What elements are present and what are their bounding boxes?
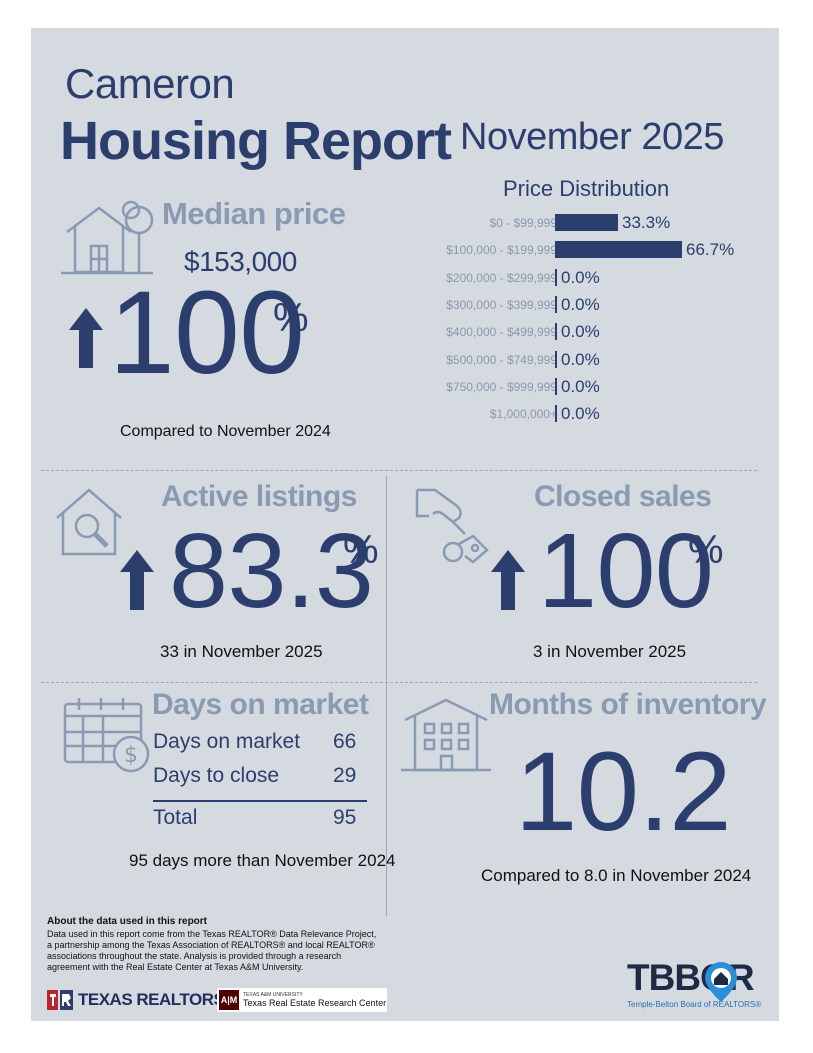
active-listings-change: 83.3 <box>169 512 374 630</box>
price-range-label: $400,000 - $499,999 <box>446 325 557 340</box>
price-pct-label: 0.0% <box>561 322 600 342</box>
closed-sales-note: 3 in November 2025 <box>533 642 687 661</box>
days-on-market-label: Days on market <box>152 688 369 721</box>
price-range-label: $1,000,000+ <box>489 407 557 422</box>
median-price-unit: % <box>273 296 309 340</box>
price-row: $1,000,000+ 0.0% <box>391 403 771 427</box>
price-bar <box>555 214 618 231</box>
price-bar <box>555 241 682 259</box>
dtc-row-value: 29 <box>333 764 357 787</box>
price-pct-label: 0.0% <box>561 376 600 396</box>
divider-vertical <box>386 476 387 916</box>
house-search-icon <box>53 486 125 558</box>
price-row: $400,000 - $499,999 0.0% <box>391 321 771 345</box>
closed-up-arrow-icon <box>491 550 525 610</box>
median-price-change: 100 <box>109 267 305 399</box>
price-bar <box>555 377 557 395</box>
tbbor-pin-icon <box>705 962 737 1002</box>
price-distribution-title: Price Distribution <box>503 176 670 201</box>
tamu-logo: A|M TEXAS A&M UNIVERSITY Texas Real Esta… <box>217 988 387 1012</box>
price-row: $200,000 - $299,999 0.0% <box>391 267 771 291</box>
total-rule <box>153 800 367 802</box>
city-name: Cameron <box>65 60 235 107</box>
days-on-market-note: 95 days more than November 2024 <box>129 851 396 870</box>
price-pct-label: 66.7% <box>686 240 735 260</box>
dom-row-label: Days on market <box>153 730 301 753</box>
price-range-label: $750,000 - $999,999 <box>446 379 557 394</box>
price-bar <box>555 323 557 341</box>
active-listings-note: 33 in November 2025 <box>160 642 323 661</box>
divider-middle <box>41 682 757 683</box>
report-title: Housing Report <box>60 111 452 171</box>
report-period: November 2025 <box>460 116 724 158</box>
price-pct-label: 0.0% <box>561 267 600 287</box>
texas-realtors-logo: TEXAS REALTORS <box>47 990 225 1010</box>
divider-top <box>41 470 757 471</box>
about-text: Data used in this report come from the T… <box>47 929 377 972</box>
tbbor-wordmark: TBBOR <box>627 957 755 998</box>
closed-sales-unit: % <box>688 528 724 572</box>
median-price-label: Median price <box>162 196 346 231</box>
price-row: $300,000 - $399,999 0.0% <box>391 294 771 318</box>
price-bar <box>555 405 557 423</box>
tamu-center-text: Texas Real Estate Research Center <box>243 998 387 1008</box>
report-page: Cameron Housing Report November 2025 Med… <box>31 28 779 1021</box>
closed-sales-label: Closed sales <box>534 480 712 513</box>
closed-sales-change: 100 <box>538 512 714 630</box>
tamu-university-text: TEXAS A&M UNIVERSITY <box>243 992 303 998</box>
months-inventory-note: Compared to 8.0 in November 2024 <box>481 866 752 885</box>
price-bar <box>555 295 557 313</box>
house-tree-icon <box>61 200 155 276</box>
price-range-label: $500,000 - $749,999 <box>446 352 557 367</box>
about-title: About the data used in this report <box>47 916 208 927</box>
price-range-label: $0 - $99,999 <box>489 216 557 230</box>
total-label: Total <box>153 806 198 829</box>
price-row: $100,000 - $199,999 66.7% <box>391 239 771 263</box>
dom-row-value: 66 <box>333 730 357 753</box>
price-range-label: $100,000 - $199,999 <box>446 243 557 258</box>
price-bar <box>555 268 557 286</box>
months-inventory-label: Months of inventory <box>489 688 767 721</box>
price-range-label: $300,000 - $399,999 <box>446 297 557 312</box>
svg-text:$: $ <box>124 743 138 768</box>
price-pct-label: 0.0% <box>561 404 600 424</box>
active-listings-label: Active listings <box>161 480 357 513</box>
months-inventory-value: 10.2 <box>515 729 731 854</box>
price-pct-label: 0.0% <box>561 294 600 314</box>
tbbor-logo: TBBOR Temple-Belton Board of REALTORS® <box>627 957 773 1010</box>
price-bar <box>555 350 557 368</box>
texas-realtors-text: TEXAS REALTORS <box>78 990 225 1009</box>
median-price-value: $153,000 <box>184 246 297 277</box>
price-row: $500,000 - $749,999 0.0% <box>391 349 771 373</box>
price-row: $0 - $99,999 33.3% <box>391 212 771 236</box>
price-row: $750,000 - $999,999 0.0% <box>391 376 771 400</box>
total-value: 95 <box>333 806 357 829</box>
apartment-building-icon <box>401 696 491 774</box>
texas-realtors-mark-icon <box>47 990 73 1010</box>
active-up-arrow-icon <box>120 550 154 610</box>
calendar-dollar-icon: $ <box>61 694 153 774</box>
median-up-arrow-icon <box>69 308 103 368</box>
price-range-label: $200,000 - $299,999 <box>446 270 557 285</box>
dtc-row-label: Days to close <box>153 764 280 787</box>
price-pct-label: 0.0% <box>561 349 600 369</box>
tamu-mark-icon: A|M <box>219 990 239 1010</box>
active-listings-unit: % <box>343 528 379 572</box>
hand-key-icon <box>413 486 493 576</box>
median-price-note: Compared to November 2024 <box>120 423 331 440</box>
tbbor-name: Temple-Belton Board of REALTORS® <box>627 1000 762 1009</box>
price-pct-label: 33.3% <box>622 213 671 232</box>
